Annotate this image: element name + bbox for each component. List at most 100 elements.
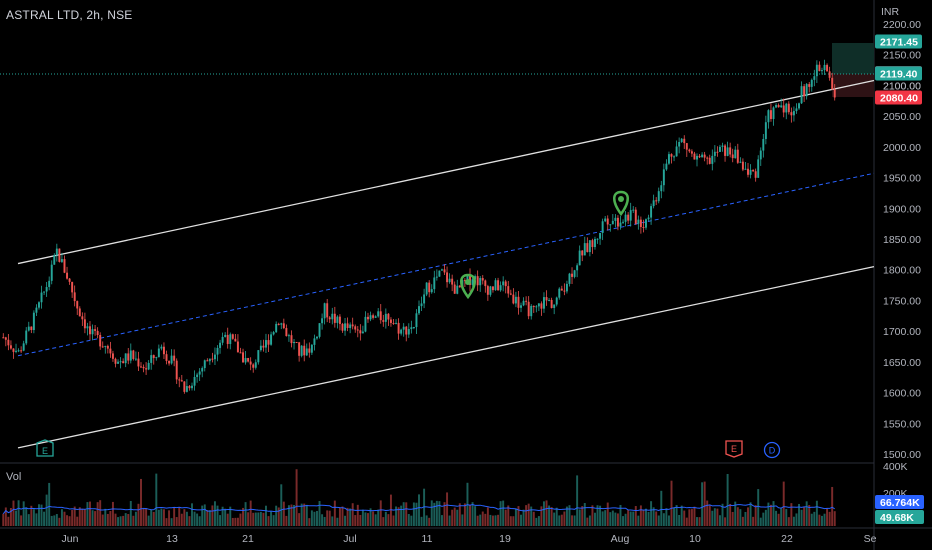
candle <box>782 105 785 113</box>
candle <box>117 361 120 364</box>
volume-bar <box>300 503 303 526</box>
candle <box>267 340 270 345</box>
volume-bar <box>418 494 420 526</box>
candle <box>565 283 568 292</box>
volume-bar <box>290 504 293 526</box>
volume-bar <box>469 504 471 526</box>
volume-bar <box>438 501 441 526</box>
volume-bar <box>578 509 581 526</box>
volume-bar <box>397 507 400 526</box>
volume-bar <box>665 508 668 526</box>
svg-text:D: D <box>769 446 776 456</box>
volume-bar <box>481 511 484 526</box>
candle <box>254 362 257 368</box>
channel-median-line[interactable] <box>17 172 875 357</box>
candle <box>805 84 808 97</box>
volume-bar <box>650 501 653 526</box>
x-tick-label: 10 <box>689 533 701 545</box>
candle <box>622 221 625 223</box>
volume-bar <box>109 511 112 526</box>
candle <box>606 218 609 225</box>
volume-bar <box>688 509 691 526</box>
candle <box>769 110 772 119</box>
volume-bar <box>558 515 561 526</box>
candle <box>588 240 591 253</box>
volume-bar <box>560 514 563 526</box>
channel-lower-line[interactable] <box>17 266 875 449</box>
volume-bar <box>305 504 308 526</box>
volume-bar <box>387 514 390 526</box>
volume-bar <box>428 517 431 526</box>
volume-bar <box>270 511 273 526</box>
candle <box>548 299 551 301</box>
volume-bar <box>165 518 168 526</box>
volume-bar <box>384 511 387 526</box>
volume-bar <box>379 500 382 526</box>
volume-bar <box>30 505 33 526</box>
volume-bar <box>389 494 392 526</box>
candle <box>787 103 790 113</box>
candle <box>150 355 153 363</box>
volume-bar <box>489 514 492 526</box>
volume-bar <box>203 504 206 526</box>
volume-bar <box>221 506 224 526</box>
earnings-event-icon[interactable]: E <box>725 440 743 458</box>
candle <box>333 313 336 323</box>
candle <box>35 307 38 313</box>
volume-bar <box>762 512 765 526</box>
candle <box>40 292 43 303</box>
candle <box>583 243 586 256</box>
volume-bar <box>211 505 214 526</box>
candle <box>318 323 321 337</box>
candle <box>798 103 800 109</box>
volume-bar <box>486 507 489 526</box>
candle <box>520 305 522 308</box>
candle <box>594 238 596 248</box>
volume-bar <box>137 503 140 526</box>
candle <box>173 355 176 361</box>
volume-bar <box>377 509 380 526</box>
candle <box>713 151 716 156</box>
volume-bar <box>140 478 142 526</box>
earnings-event-icon[interactable]: E <box>36 439 54 457</box>
candle <box>78 308 81 317</box>
volume-bar <box>32 509 35 526</box>
candle <box>634 209 637 224</box>
volume-bar <box>739 509 742 526</box>
volume-bar <box>606 502 609 526</box>
volume-bar <box>693 506 696 526</box>
candle <box>545 297 548 301</box>
candle <box>815 64 818 77</box>
volume-bar <box>537 516 540 526</box>
candle <box>15 350 18 352</box>
volume-bar <box>448 515 451 526</box>
volume-bar <box>721 503 724 526</box>
candle <box>507 286 510 294</box>
location-pin-icon[interactable] <box>613 190 629 217</box>
candle <box>463 280 466 282</box>
candle <box>446 272 449 283</box>
volume-bar <box>463 503 466 526</box>
location-pin-icon[interactable] <box>460 273 476 300</box>
candle <box>724 145 727 156</box>
volume-bar <box>586 517 589 526</box>
volume-bar <box>614 512 617 526</box>
volume-bar <box>440 515 443 526</box>
volume-bar <box>476 515 479 526</box>
dividend-event-icon[interactable]: D <box>763 441 781 459</box>
volume-bar <box>38 504 40 526</box>
candle <box>73 292 76 302</box>
candle <box>203 360 206 369</box>
candle <box>392 322 395 324</box>
candle <box>499 285 502 291</box>
volume-bar <box>124 513 127 526</box>
candle <box>147 362 150 370</box>
volume-bar <box>813 511 816 526</box>
candle <box>599 233 602 239</box>
channel-upper-line[interactable] <box>17 79 875 265</box>
volume-bar <box>252 512 255 526</box>
candle <box>826 64 829 72</box>
volume-bar <box>4 507 7 526</box>
volume-bar <box>68 516 71 526</box>
